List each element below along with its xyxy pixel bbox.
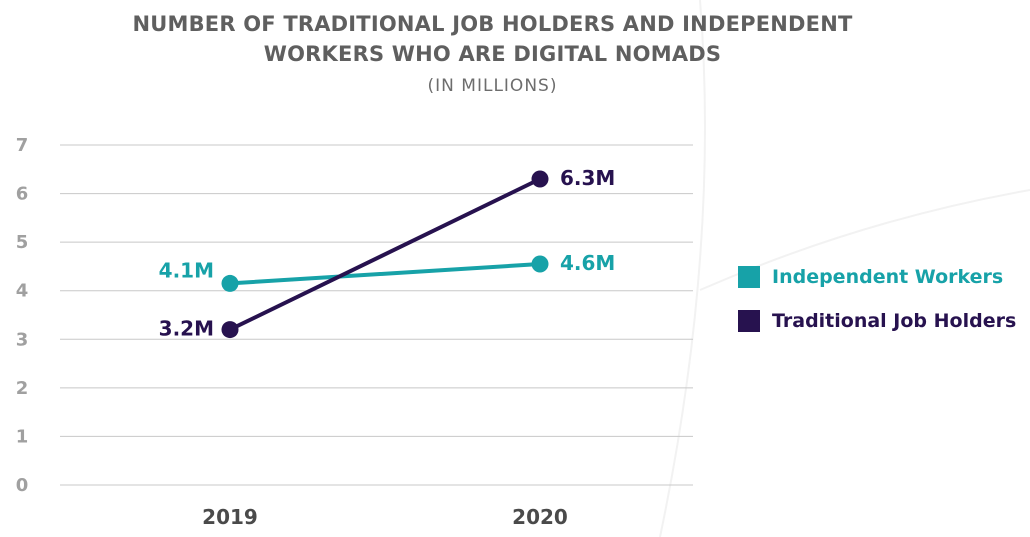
y-tick-label: 7 (16, 135, 29, 156)
legend-swatch (738, 266, 760, 288)
series-line (228, 177, 542, 332)
gridlines (60, 144, 693, 486)
series-line (228, 262, 542, 286)
legend-item: Independent Workers (738, 265, 1016, 289)
y-tick-label: 6 (16, 184, 29, 205)
y-tick-label: 3 (16, 329, 29, 350)
y-tick-label: 0 (16, 475, 29, 496)
data-point (221, 321, 239, 339)
x-axis-ticks: 2019 2020 (202, 505, 568, 529)
data-point (221, 274, 239, 292)
data-point (531, 255, 549, 273)
legend-swatch (738, 310, 760, 332)
data-label: 4.1M (159, 258, 214, 282)
series-points (221, 170, 549, 339)
data-label: 4.6M (560, 251, 615, 275)
legend-label: Independent Workers (772, 266, 1004, 288)
series-lines (228, 177, 542, 332)
legend: Independent Workers Traditional Job Holde… (738, 265, 1016, 353)
data-labels: 4.1M 4.6M 3.2M 6.3M (159, 166, 616, 341)
chart-title-line-2: WORKERS WHO ARE DIGITAL NOMADS (263, 42, 722, 66)
y-tick-label: 5 (16, 232, 29, 253)
x-tick-label: 2019 (202, 505, 258, 529)
legend-item: Traditional Job Holders (738, 309, 1016, 333)
legend-label: Traditional Job Holders (772, 310, 1017, 332)
chart-subtitle: (IN MILLIONS) (427, 76, 558, 96)
y-tick-label: 1 (16, 426, 29, 447)
y-tick-label: 4 (16, 281, 29, 302)
y-tick-label: 2 (16, 378, 29, 399)
x-tick-label: 2020 (512, 505, 568, 529)
data-label: 6.3M (560, 166, 615, 190)
data-point (531, 170, 549, 188)
data-label: 3.2M (159, 317, 214, 341)
chart-title-line-1: NUMBER OF TRADITIONAL JOB HOLDERS AND IN… (132, 12, 853, 36)
y-axis-ticks: 0 1 2 3 4 5 6 7 (16, 135, 29, 496)
